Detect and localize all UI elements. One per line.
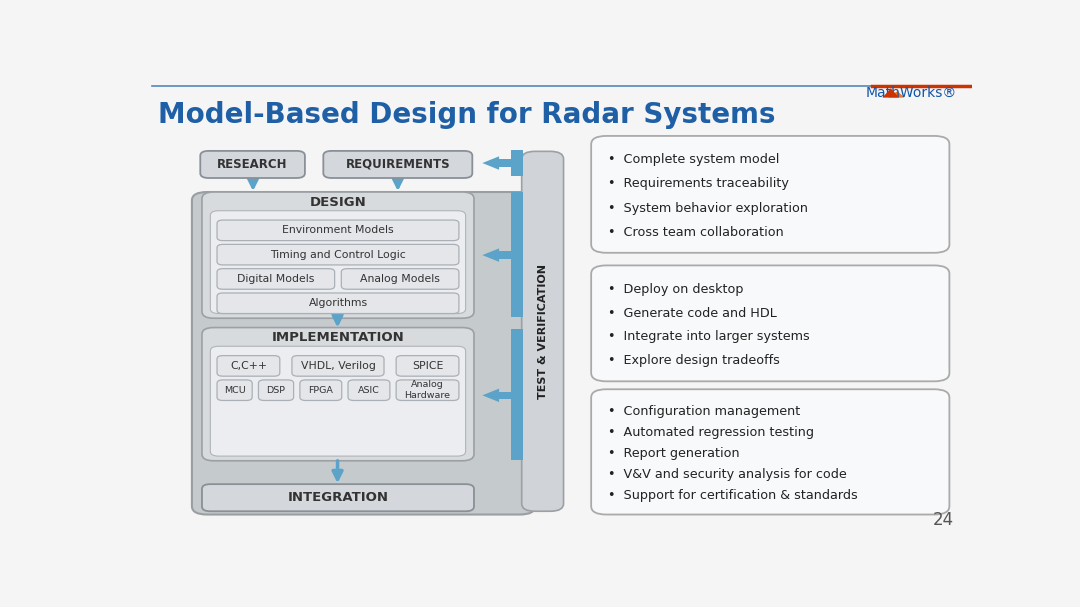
Text: •  Configuration management: • Configuration management	[608, 405, 800, 418]
Text: Model-Based Design for Radar Systems: Model-Based Design for Radar Systems	[159, 101, 775, 129]
Text: ASIC: ASIC	[357, 385, 380, 395]
FancyBboxPatch shape	[591, 265, 949, 381]
Text: •  Support for certification & standards: • Support for certification & standards	[608, 489, 858, 502]
Bar	[498, 251, 511, 259]
FancyBboxPatch shape	[217, 380, 253, 401]
FancyBboxPatch shape	[211, 346, 465, 456]
FancyBboxPatch shape	[217, 356, 280, 376]
Polygon shape	[483, 388, 499, 402]
FancyBboxPatch shape	[192, 192, 535, 515]
Text: •  Deploy on desktop: • Deploy on desktop	[608, 283, 743, 296]
FancyBboxPatch shape	[396, 380, 459, 401]
FancyBboxPatch shape	[211, 211, 465, 314]
Text: Analog Models: Analog Models	[361, 274, 440, 284]
Text: FPGA: FPGA	[309, 385, 334, 395]
FancyBboxPatch shape	[217, 245, 459, 265]
FancyBboxPatch shape	[202, 484, 474, 511]
Polygon shape	[483, 157, 499, 170]
Bar	[511, 328, 523, 460]
Text: •  Cross team collaboration: • Cross team collaboration	[608, 226, 784, 239]
Text: •  Automated regression testing: • Automated regression testing	[608, 426, 814, 439]
FancyBboxPatch shape	[200, 151, 305, 178]
Text: •  Complete system model: • Complete system model	[608, 153, 780, 166]
FancyBboxPatch shape	[300, 380, 341, 401]
FancyBboxPatch shape	[292, 356, 384, 376]
FancyBboxPatch shape	[258, 380, 294, 401]
Polygon shape	[889, 91, 904, 98]
Bar	[498, 392, 511, 399]
Text: •  Requirements traceability: • Requirements traceability	[608, 177, 788, 191]
FancyBboxPatch shape	[522, 151, 564, 511]
Text: Digital Models: Digital Models	[238, 274, 314, 284]
Text: MCU: MCU	[224, 385, 245, 395]
FancyBboxPatch shape	[323, 151, 472, 178]
FancyBboxPatch shape	[341, 269, 459, 290]
Text: •  Explore design tradeoffs: • Explore design tradeoffs	[608, 354, 780, 367]
Text: DESIGN: DESIGN	[310, 196, 366, 209]
Bar	[498, 159, 511, 167]
Text: Analog
Hardware: Analog Hardware	[405, 381, 450, 400]
Text: •  Integrate into larger systems: • Integrate into larger systems	[608, 330, 810, 344]
Polygon shape	[483, 248, 499, 262]
FancyBboxPatch shape	[396, 356, 459, 376]
FancyBboxPatch shape	[348, 380, 390, 401]
Text: REQUIREMENTS: REQUIREMENTS	[346, 158, 450, 171]
Text: MathWorks®: MathWorks®	[866, 86, 957, 100]
Text: INTEGRATION: INTEGRATION	[287, 491, 389, 504]
Text: TEST & VERIFICATION: TEST & VERIFICATION	[538, 264, 548, 399]
Text: IMPLEMENTATION: IMPLEMENTATION	[271, 331, 404, 344]
Text: •  Generate code and HDL: • Generate code and HDL	[608, 307, 777, 319]
FancyBboxPatch shape	[591, 389, 949, 515]
Text: C,C++: C,C++	[230, 361, 267, 371]
FancyBboxPatch shape	[591, 136, 949, 253]
FancyBboxPatch shape	[202, 328, 474, 461]
Text: •  V&V and security analysis for code: • V&V and security analysis for code	[608, 468, 847, 481]
Text: Algorithms: Algorithms	[309, 298, 367, 308]
Text: SPICE: SPICE	[411, 361, 443, 371]
FancyBboxPatch shape	[217, 220, 459, 240]
Text: VHDL, Verilog: VHDL, Verilog	[300, 361, 376, 371]
Text: Timing and Control Logic: Timing and Control Logic	[270, 249, 406, 260]
Text: Environment Models: Environment Models	[282, 225, 394, 236]
FancyBboxPatch shape	[202, 192, 474, 318]
Bar	[511, 150, 523, 175]
Text: 24: 24	[932, 510, 954, 529]
Text: DSP: DSP	[267, 385, 285, 395]
Text: •  System behavior exploration: • System behavior exploration	[608, 202, 808, 215]
Text: •  Report generation: • Report generation	[608, 447, 740, 460]
Bar	[511, 192, 523, 317]
FancyBboxPatch shape	[217, 293, 459, 314]
FancyBboxPatch shape	[217, 269, 335, 290]
Text: RESEARCH: RESEARCH	[217, 158, 288, 171]
Polygon shape	[882, 88, 900, 98]
